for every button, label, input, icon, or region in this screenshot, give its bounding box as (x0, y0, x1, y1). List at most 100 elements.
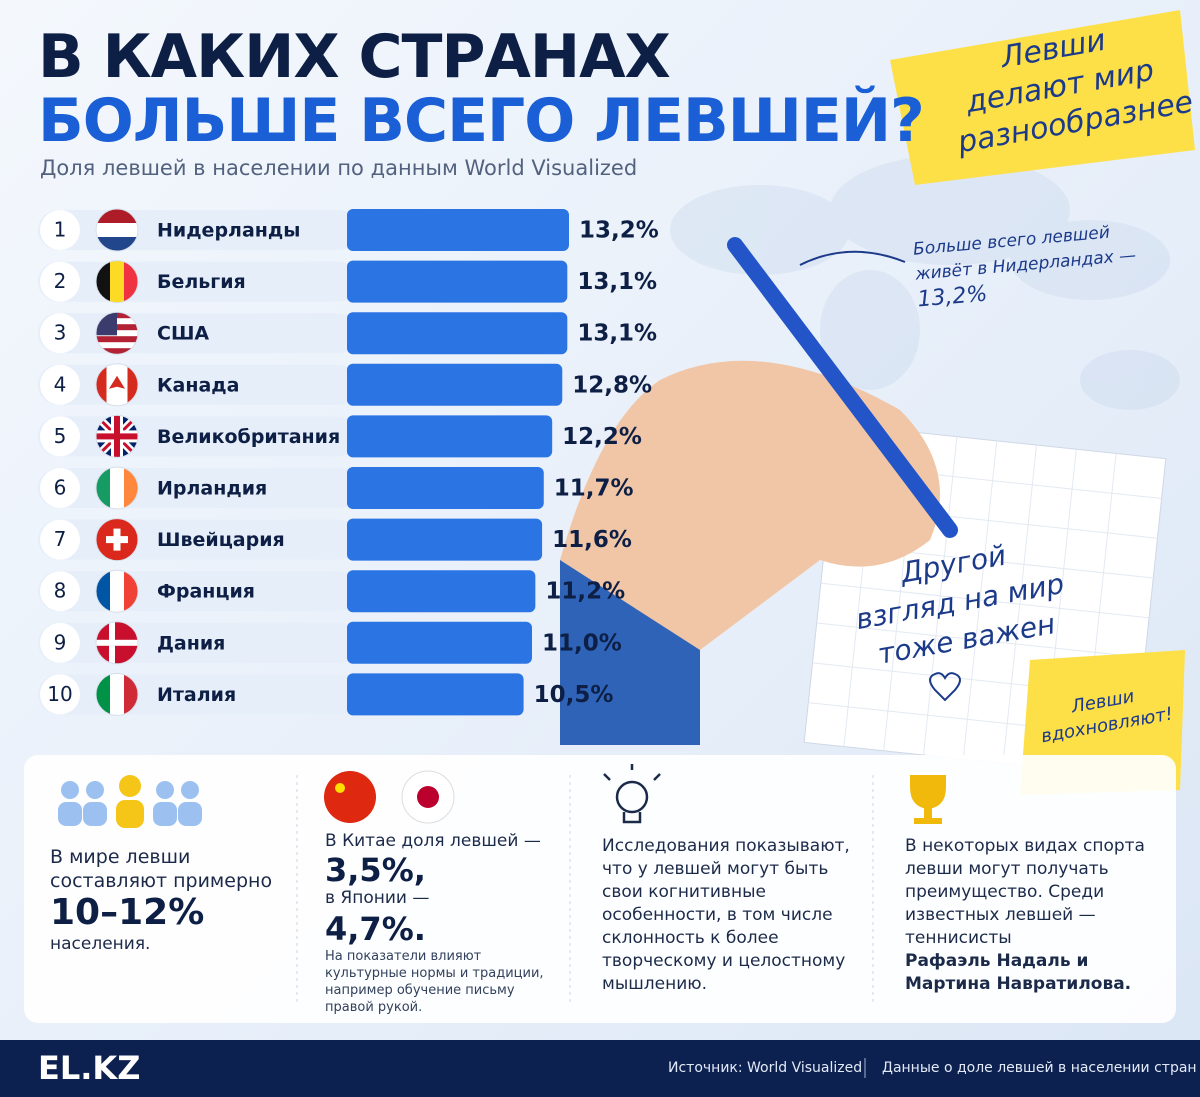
flag (96, 673, 138, 716)
category-label: Великобритания (157, 426, 340, 448)
rank-circle (40, 416, 80, 457)
flag-rim (95, 518, 139, 562)
bar (347, 621, 532, 664)
value-label: 11,6% (552, 527, 632, 553)
flag-rim (95, 311, 139, 355)
flag-stripe (110, 467, 125, 509)
category-label: Канада (157, 374, 239, 396)
rank-label: 8 (54, 579, 67, 603)
fact-text: В некоторых видах спорта левши могут пол… (905, 836, 1145, 948)
flag-cross (96, 433, 138, 440)
bar (347, 312, 568, 355)
sleeve (560, 560, 700, 745)
fact-number: 10–12% (50, 892, 205, 933)
bar (347, 209, 569, 251)
fact-text: населения. (50, 934, 151, 954)
fact-text: в Японии — (325, 888, 430, 908)
value-label: 11,0% (542, 630, 622, 656)
bar (347, 673, 524, 716)
world-map (670, 155, 1180, 410)
flag-stripe (124, 467, 138, 509)
logo: EL.KZ (38, 1049, 141, 1087)
flag-stripe (110, 570, 125, 613)
rank-label: 5 (54, 424, 67, 448)
rank-circle (40, 622, 80, 663)
fact-text: В мире левши составляют примерно (50, 846, 273, 892)
category-label: Нидерланды (157, 220, 300, 242)
bar (347, 518, 543, 561)
flag-rim (95, 414, 139, 458)
trophy-icon (910, 775, 946, 824)
rank-label: 1 (54, 218, 67, 242)
flag-stripe (96, 467, 111, 509)
value-label: 13,1% (577, 269, 657, 295)
rank-circle (40, 519, 80, 560)
heart (929, 672, 961, 702)
flag-stripe (110, 260, 125, 303)
flag-rim (95, 569, 139, 613)
flag (96, 518, 138, 561)
bar (347, 363, 563, 406)
fact-text: В Китае доля левшей — (325, 831, 541, 851)
value-label: 13,1% (577, 321, 657, 347)
rank-label: 7 (54, 527, 67, 551)
fact-text: Рафаэль Надаль и Мартина Навратилова. (905, 951, 1132, 994)
category-label: США (157, 323, 209, 345)
value-label: 12,8% (572, 372, 652, 398)
value-label: 11,2% (545, 579, 625, 605)
rank-label: 6 (54, 476, 67, 500)
flag-stripe (96, 342, 138, 349)
fact: В Китае доля левшей — 3,5%, в Японии — 4… (325, 830, 560, 1016)
flag (96, 415, 138, 458)
flag (96, 621, 138, 664)
flag-stripe (96, 260, 111, 303)
source: Источник: World Visualized (668, 1060, 863, 1076)
flag-stripe (124, 673, 138, 716)
bar (347, 570, 536, 613)
flag-leaf (109, 375, 125, 389)
rank-label: 2 (54, 269, 67, 293)
flag-stripe (96, 223, 138, 238)
value-label: 10,5% (534, 682, 614, 708)
rank-circle (40, 674, 80, 715)
flag (96, 260, 138, 303)
flag-rim (95, 466, 139, 510)
title-line: В КАКИХ СТРАНАХ (38, 22, 671, 92)
flag-rim (95, 621, 139, 665)
chart: 1 Нидерланды 13,2% 2 Бельгия 13,1% 3 США 13,1% 4 К… (38, 208, 659, 716)
value-label: 12,2% (562, 424, 642, 450)
rank-circle (40, 468, 80, 508)
category-label: Дания (157, 632, 225, 654)
rank-label: 10 (47, 682, 72, 706)
rank-circle (40, 364, 80, 405)
rank-circle (40, 210, 80, 250)
flag-stripe (96, 348, 138, 355)
flag-rim (95, 208, 139, 252)
flag (96, 467, 138, 509)
fact-text: Исследования показывают, что у левшей мо… (602, 836, 850, 994)
footer-bar (0, 1040, 1200, 1097)
value-label: 13,2% (579, 218, 659, 244)
category-label: Ирландия (157, 478, 267, 500)
fact-note: На показатели влияют культурные нормы и … (325, 949, 544, 1015)
rank-label: 9 (54, 630, 67, 654)
flag-rim (95, 672, 139, 716)
fact: В некоторых видах спорта левши могут пол… (905, 835, 1160, 996)
flag-stripe (96, 673, 111, 716)
fact: В мире левши составляют примерно 10–12% … (50, 845, 280, 956)
rank-circle (40, 571, 80, 612)
rank-label: 4 (54, 372, 67, 396)
flag-rim (95, 363, 139, 407)
flag-stripe (96, 209, 138, 224)
flag-stripe (124, 260, 138, 303)
flag (96, 209, 138, 251)
rank-circle (40, 313, 80, 354)
arrow (799, 250, 906, 266)
flag-stripe (96, 336, 138, 343)
category-label: Италия (157, 684, 236, 706)
flag-cross (96, 639, 138, 646)
facts-panel (24, 755, 1176, 1023)
flag-stripe (110, 673, 125, 716)
